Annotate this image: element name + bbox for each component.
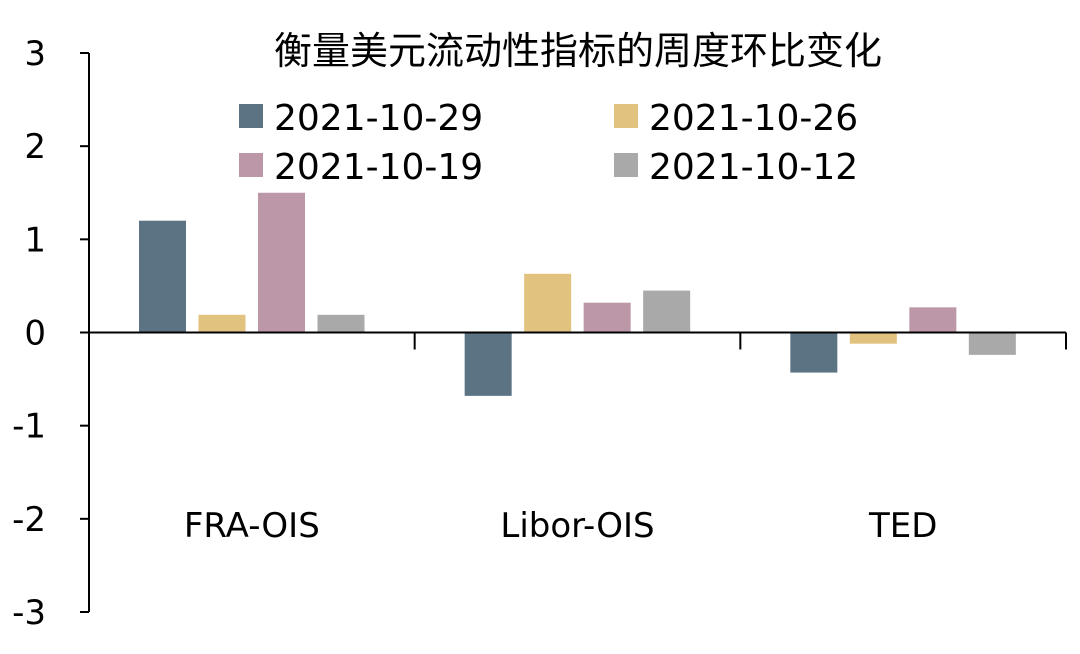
- legend: 2021-10-29 2021-10-26 2021-10-19 2021-10-12: [239, 98, 858, 188]
- y-tick-label: 1: [24, 220, 46, 260]
- y-tick-label: -1: [12, 407, 46, 447]
- bar: [849, 332, 897, 344]
- y-tick-label: 2: [24, 127, 46, 167]
- x-axis: FRA-OIS Libor-OIS TED: [89, 331, 1067, 546]
- legend-label: 2021-10-26: [649, 98, 858, 139]
- legend-swatch: [614, 153, 638, 177]
- legend-label: 2021-10-12: [649, 147, 858, 188]
- bar: [909, 307, 957, 333]
- bars: [139, 192, 1016, 396]
- y-tick-label: -3: [12, 593, 46, 633]
- bar: [139, 220, 186, 333]
- y-tick-label: 3: [24, 34, 46, 74]
- bar: [524, 273, 572, 333]
- bar: [258, 192, 305, 333]
- legend-swatch: [239, 153, 263, 177]
- legend-label: 2021-10-19: [274, 147, 483, 188]
- bar: [198, 314, 246, 333]
- chart-title: 衡量美元流动性指标的周度环比变化: [274, 29, 882, 73]
- bar: [790, 332, 838, 373]
- category-label: Libor-OIS: [500, 506, 654, 546]
- legend-label: 2021-10-29: [274, 98, 483, 139]
- legend-swatch: [614, 104, 638, 128]
- category-label: TED: [868, 506, 937, 546]
- bar: [317, 314, 365, 333]
- y-axis: 3 2 1 0 -1 -2 -3: [12, 34, 90, 633]
- bar: [464, 332, 512, 396]
- y-tick-label: -2: [12, 500, 46, 540]
- bar: [968, 332, 1016, 355]
- y-tick-label: 0: [24, 314, 46, 354]
- bar: [643, 290, 691, 333]
- legend-swatch: [239, 104, 263, 128]
- bar: [583, 302, 631, 333]
- category-label: FRA-OIS: [184, 506, 320, 546]
